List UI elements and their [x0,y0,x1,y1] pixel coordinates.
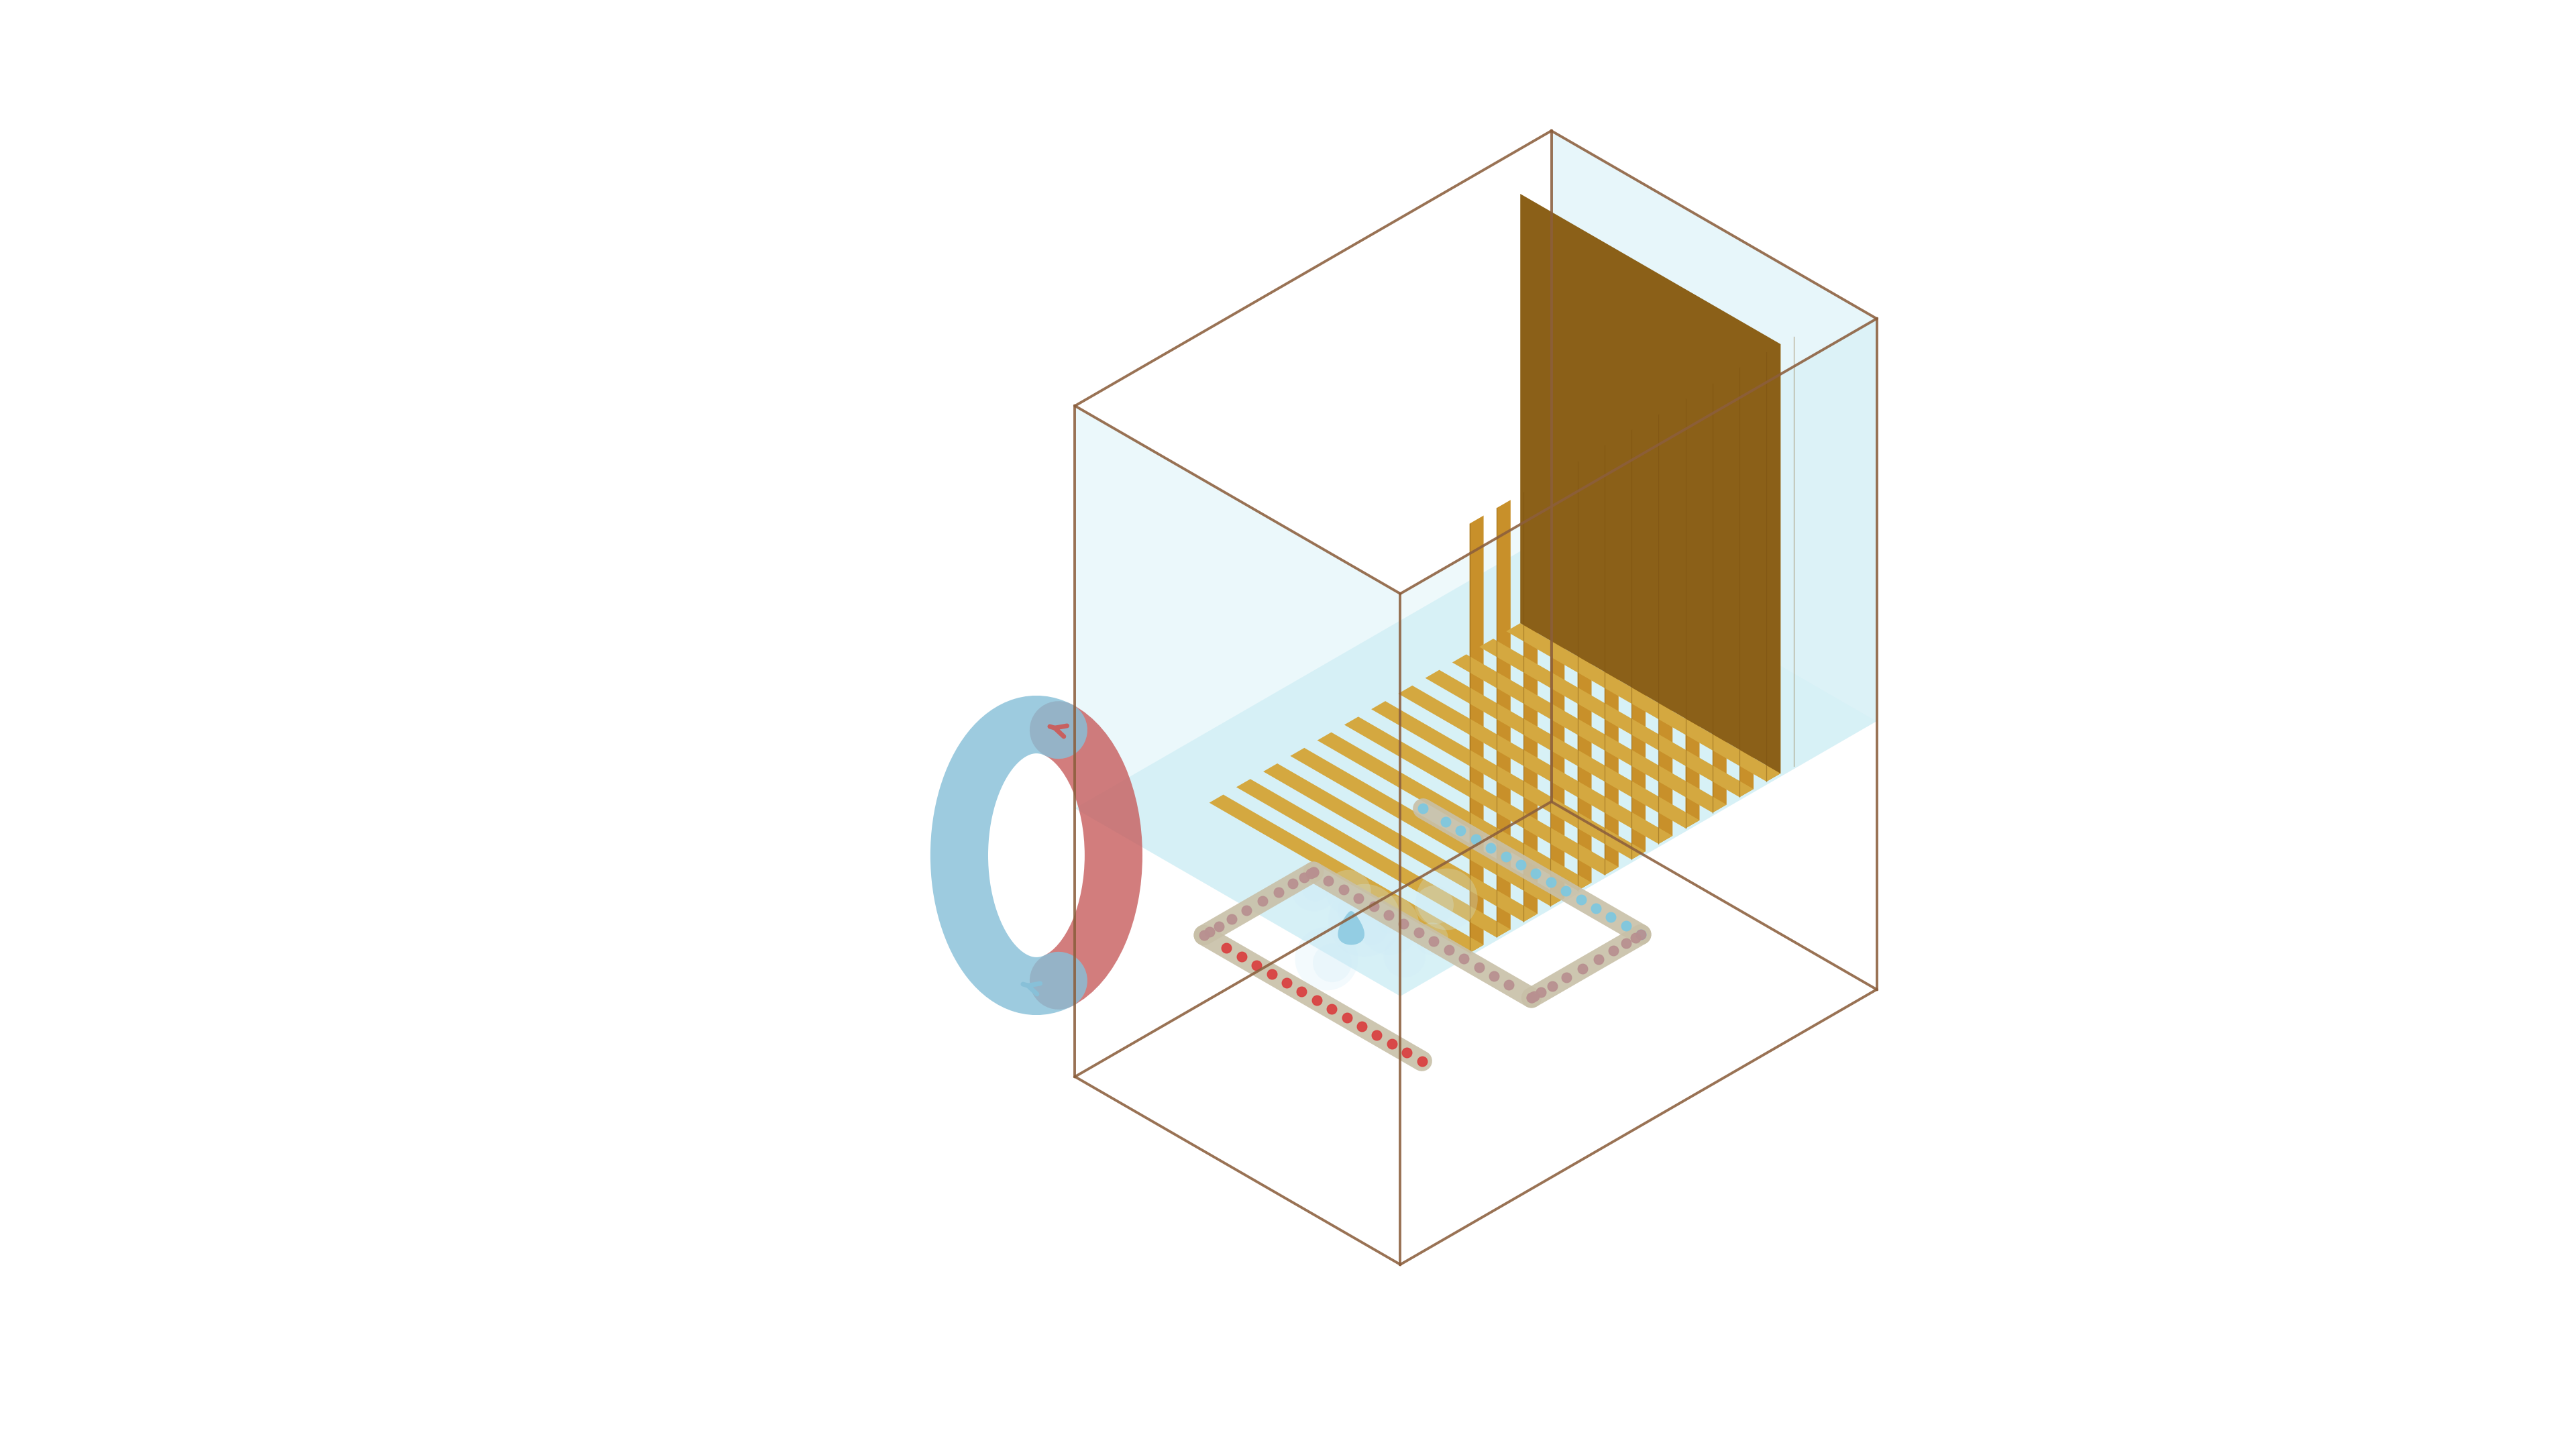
Circle shape [1383,936,1425,978]
Polygon shape [1236,780,1510,938]
Circle shape [1329,884,1401,956]
Circle shape [1291,865,1337,911]
Polygon shape [1520,194,1780,774]
Polygon shape [1316,732,1592,891]
Circle shape [1360,895,1419,955]
Polygon shape [1262,764,1538,922]
Polygon shape [1631,422,1646,859]
Circle shape [1414,885,1453,924]
Polygon shape [1291,748,1564,906]
Polygon shape [1074,406,1401,997]
Polygon shape [1479,639,1754,797]
Polygon shape [1551,469,1564,906]
Polygon shape [1345,717,1618,875]
Circle shape [1355,913,1388,945]
Polygon shape [1739,359,1754,797]
Polygon shape [1074,533,1878,997]
Polygon shape [1659,407,1672,843]
Polygon shape [1208,794,1484,953]
Polygon shape [1767,343,1780,781]
Circle shape [1376,907,1401,933]
Circle shape [1337,893,1373,929]
Polygon shape [1497,500,1510,938]
Polygon shape [1337,911,1365,945]
Polygon shape [1507,623,1780,781]
Polygon shape [1453,655,1726,813]
Circle shape [1296,927,1358,991]
Circle shape [1417,868,1479,930]
Circle shape [1301,874,1329,901]
Polygon shape [1551,130,1878,722]
Circle shape [1417,923,1448,955]
Polygon shape [1370,701,1646,859]
Polygon shape [1522,484,1538,922]
Polygon shape [1605,438,1618,875]
Polygon shape [1401,319,1878,997]
Polygon shape [1685,391,1700,829]
Polygon shape [1425,669,1700,829]
Polygon shape [1399,685,1672,843]
Circle shape [1327,869,1370,914]
Circle shape [1314,943,1352,982]
Polygon shape [1468,516,1484,953]
Polygon shape [1577,454,1592,891]
Polygon shape [1713,375,1726,813]
